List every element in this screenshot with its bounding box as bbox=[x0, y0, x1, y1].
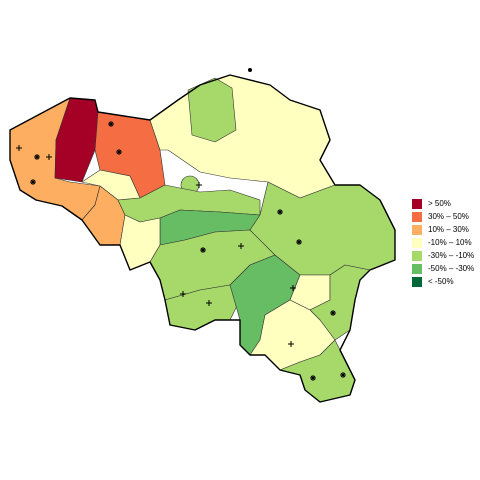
legend-label: > 50% bbox=[428, 199, 451, 208]
enclave bbox=[248, 68, 252, 72]
legend-label: 30% – 50% bbox=[428, 212, 469, 221]
legend-swatch bbox=[412, 212, 422, 222]
legend-swatch bbox=[412, 264, 422, 274]
regions bbox=[9, 74, 396, 403]
legend-label: 10% – 30% bbox=[428, 225, 469, 234]
markers bbox=[16, 121, 346, 381]
legend-label: -30% – -10% bbox=[428, 251, 474, 260]
legend-label: -10% – 10% bbox=[428, 238, 472, 247]
star-marker bbox=[30, 121, 346, 381]
legend-swatch bbox=[412, 251, 422, 261]
legend-swatch bbox=[412, 199, 422, 209]
legend-label: -50% – -30% bbox=[428, 264, 474, 273]
legend-swatch bbox=[412, 277, 422, 287]
legend: > 50% 30% – 50% 10% – 30% -10% – 10% -30% – … bbox=[412, 199, 474, 287]
country-outline bbox=[9, 74, 396, 403]
legend-swatch bbox=[412, 225, 422, 235]
plus-marker bbox=[16, 145, 296, 347]
legend-label: < -50% bbox=[428, 277, 454, 286]
legend-swatch bbox=[412, 238, 422, 248]
region bbox=[149, 74, 336, 199]
region bbox=[187, 77, 237, 143]
